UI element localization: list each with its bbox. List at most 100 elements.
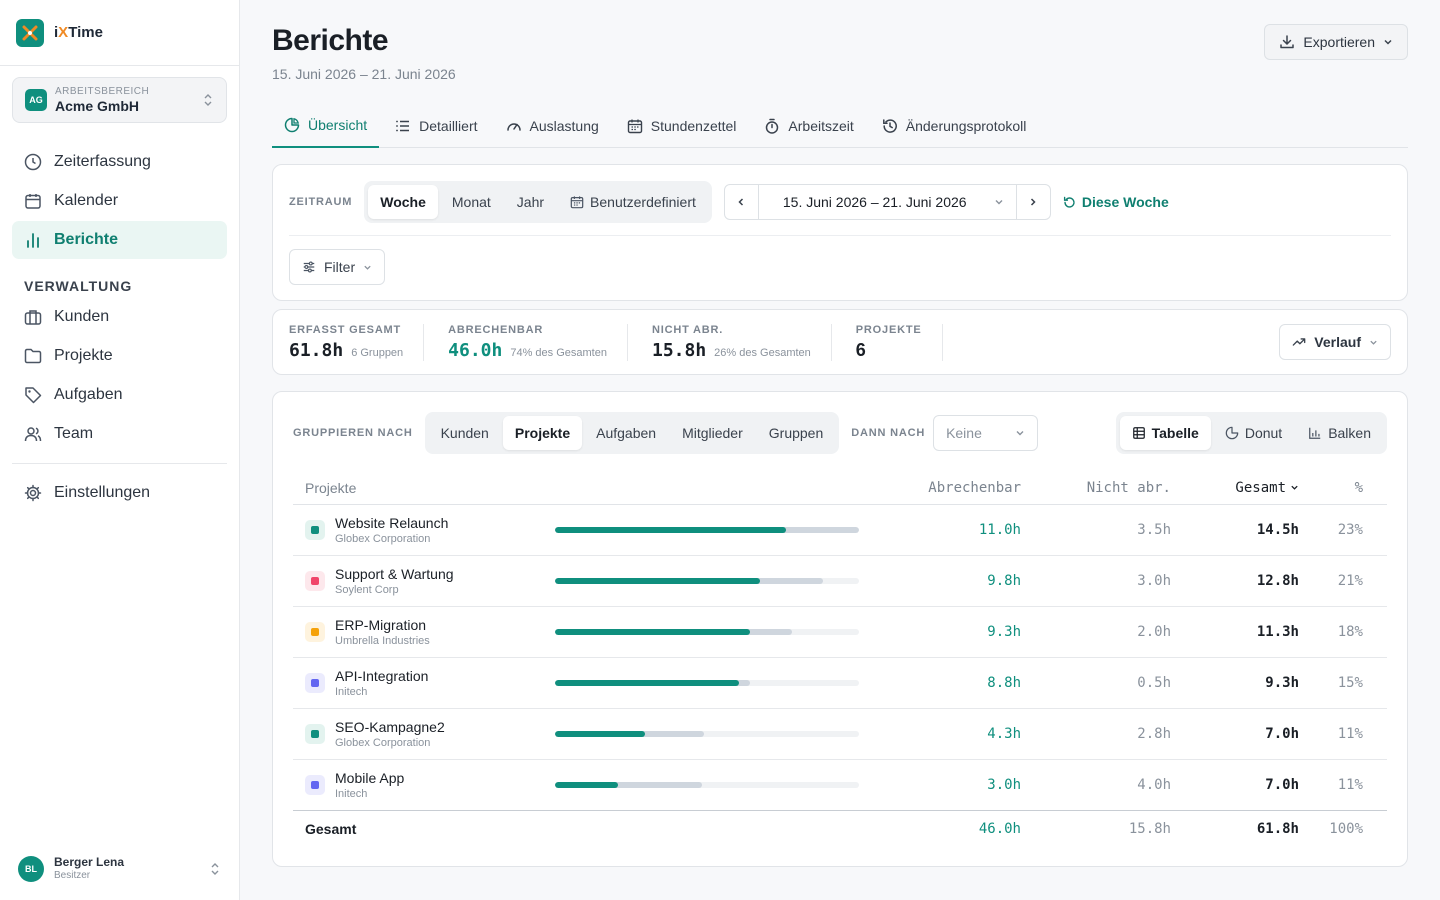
period-option-jahr[interactable]: Jahr (516, 194, 545, 210)
bar-chart-icon (24, 231, 42, 249)
table-row[interactable]: ERP-Migration Umbrella Industries 9.3h 2.0h… (293, 607, 1387, 658)
stat-non-billable: NICHT ABR. 15.8h 26% des Gesamten (651, 323, 832, 361)
then-by-select[interactable]: Keine (933, 415, 1039, 451)
trend-label: Verlauf (1314, 334, 1361, 350)
bar-billable (555, 578, 761, 584)
bar-non-billable (555, 782, 702, 788)
hours-bar (555, 680, 859, 686)
nav-item-zeiterfassung[interactable]: Zeiterfassung (12, 143, 227, 181)
workspace-switcher[interactable]: AG ARBEITSBEREICH Acme GmbH (12, 77, 227, 123)
group-option-projekte[interactable]: Projekte (502, 416, 583, 450)
nav-item-kunden[interactable]: Kunden (12, 298, 227, 336)
main-nav: Zeiterfassung Kalender Berichte VERWALTU… (0, 123, 239, 512)
stopwatch-icon (764, 118, 780, 134)
total-hours: 14.5h (1256, 522, 1299, 538)
filter-button[interactable]: Filter (289, 249, 386, 285)
project-color-icon (305, 775, 325, 795)
stat-note: 26% des Gesamten (714, 346, 811, 359)
tab-auslastung[interactable]: Auslastung (494, 104, 611, 148)
nav-label: Kunden (54, 308, 110, 325)
gauge-icon (506, 118, 522, 134)
view-label: Tabelle (1151, 425, 1199, 441)
hours-bar (555, 731, 859, 737)
report-table-card: GRUPPIEREN NACH Kunden Projekte Aufgaben… (272, 391, 1408, 867)
nav-item-einstellungen[interactable]: Einstellungen (12, 474, 227, 512)
option-label: Benutzerdefiniert (590, 194, 696, 210)
table-header: Projekte Abrechenbar Nicht abr. Gesamt % (293, 472, 1387, 505)
bar-billable (555, 782, 618, 788)
gear-icon (24, 484, 42, 502)
brand-name: iXTime (54, 24, 103, 41)
column-header-nicht-abr[interactable]: Nicht abr. (1086, 480, 1171, 496)
then-by-label: DANN NACH (851, 427, 926, 439)
this-week-label: Diese Woche (1081, 194, 1169, 210)
tab-stundenzettel[interactable]: Stundenzettel (615, 104, 749, 148)
brand[interactable]: iXTime (0, 0, 239, 66)
date-range-select[interactable]: 15. Juni 2026 – 21. Juni 2026 (757, 185, 1017, 219)
project-cell: Website Relaunch Globex Corporation (293, 515, 555, 545)
nav-item-aufgaben[interactable]: Aufgaben (12, 376, 227, 414)
period-option-woche[interactable]: Woche (368, 185, 438, 219)
tab-uebersicht[interactable]: Übersicht (272, 104, 380, 148)
project-cell: Support & Wartung Soylent Corp (293, 566, 555, 596)
view-option-donut[interactable]: Donut (1213, 416, 1294, 450)
tag-icon (24, 386, 42, 404)
column-header-percent[interactable]: % (1354, 480, 1363, 496)
period-option-benutzerdefiniert[interactable]: Benutzerdefiniert (558, 185, 708, 219)
non-billable-hours: 2.8h (1137, 726, 1171, 742)
tab-label: Übersicht (308, 117, 368, 133)
table-row[interactable]: API-Integration Initech 8.8h 0.5h 9.3h 15% (293, 658, 1387, 709)
bar-billable (555, 680, 740, 686)
group-option-gruppen[interactable]: Gruppen (768, 425, 824, 441)
project-cell: API-Integration Initech (293, 668, 555, 698)
table-row[interactable]: SEO-Kampagne2 Globex Corporation 4.3h 2.8h 7… (293, 709, 1387, 760)
nav-item-berichte[interactable]: Berichte (12, 221, 227, 259)
column-header-gesamt[interactable]: Gesamt (1171, 480, 1299, 496)
column-header-abrechenbar[interactable]: Abrechenbar (928, 480, 1021, 496)
calendar-icon (627, 118, 643, 134)
user-menu[interactable]: BL Berger Lena Besitzer (18, 856, 221, 882)
nav-item-projekte[interactable]: Projekte (12, 337, 227, 375)
group-option-kunden[interactable]: Kunden (440, 425, 489, 441)
previous-period-button[interactable] (725, 185, 758, 219)
export-button[interactable]: Exportieren (1264, 24, 1408, 60)
table-row[interactable]: Website Relaunch Globex Corporation 11.0h 3… (293, 505, 1387, 556)
pie-chart-icon (284, 117, 300, 133)
percent-share: 21% (1337, 573, 1363, 589)
view-label: Donut (1244, 425, 1283, 441)
view-option-balken[interactable]: Balken (1296, 416, 1383, 450)
group-option-aufgaben[interactable]: Aufgaben (596, 425, 657, 441)
nav-item-team[interactable]: Team (12, 415, 227, 453)
pie-chart-icon (1225, 426, 1239, 440)
this-week-button[interactable]: Diese Woche (1063, 194, 1169, 210)
chevron-left-icon (736, 197, 746, 207)
tab-arbeitszeit[interactable]: Arbeitszeit (752, 104, 865, 148)
hours-bar (555, 578, 859, 584)
total-hours: 12.8h (1256, 573, 1299, 589)
project-name: Mobile App (335, 769, 405, 786)
table-row[interactable]: Support & Wartung Soylent Corp 9.8h 3.0h 12.… (293, 556, 1387, 607)
table-row[interactable]: Mobile App Initech 3.0h 4.0h 7.0h 11% (293, 760, 1387, 811)
total-billable: 46.0h (978, 820, 1021, 837)
nav-divider (12, 463, 227, 464)
billable-hours: 3.0h (987, 777, 1021, 793)
workspace-label: ARBEITSBEREICH (55, 85, 150, 97)
stat-value: 15.8h (651, 339, 707, 361)
page-subtitle: 15. Juni 2026 – 21. Juni 2026 (272, 66, 456, 82)
avatar: BL (18, 856, 44, 882)
view-option-tabelle[interactable]: Tabelle (1119, 416, 1211, 450)
nav-item-kalender[interactable]: Kalender (12, 182, 227, 220)
history-icon (882, 118, 898, 134)
tab-detailliert[interactable]: Detailliert (383, 104, 489, 148)
briefcase-icon (24, 308, 42, 326)
group-option-mitglieder[interactable]: Mitglieder (682, 425, 743, 441)
trend-button[interactable]: Verlauf (1279, 324, 1391, 360)
column-header-projekte[interactable]: Projekte (305, 480, 357, 496)
project-name: Website Relaunch (335, 514, 449, 531)
non-billable-hours: 3.0h (1137, 573, 1171, 589)
tab-aenderungsprotokoll[interactable]: Änderungsprotokoll (870, 104, 1039, 148)
period-option-monat[interactable]: Monat (451, 194, 491, 210)
project-client: Initech (335, 788, 368, 801)
next-period-button[interactable] (1017, 185, 1050, 219)
clock-icon (24, 153, 42, 171)
